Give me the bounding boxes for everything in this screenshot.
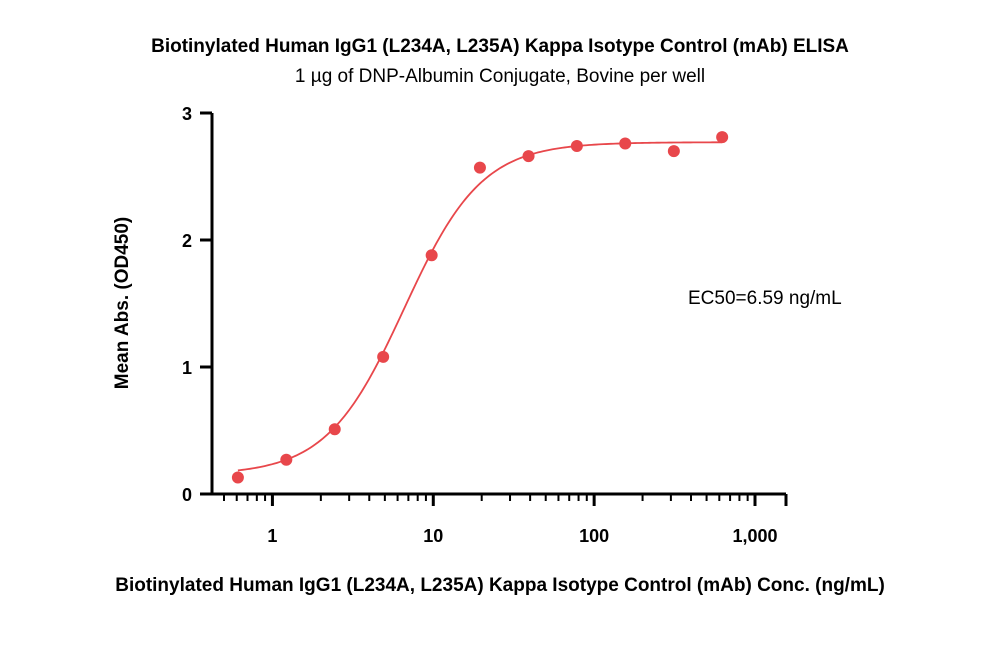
x-axis-label: Biotinylated Human IgG1 (L234A, L235A) K… [115, 575, 885, 596]
data-point [280, 453, 293, 466]
chart-subtitle: 1 µg of DNP-Albumin Conjugate, Bovine pe… [295, 66, 705, 87]
fit-curve [237, 141, 723, 472]
data-point [619, 137, 632, 150]
data-point [716, 131, 729, 144]
fit-layer [237, 141, 723, 472]
x-tick-label: 10 [423, 526, 443, 546]
points-layer [231, 131, 729, 484]
axes: 0 1 2 3 1 10 100 1,000 [182, 104, 788, 546]
y-tick-label: 2 [182, 231, 192, 251]
y-tick-label: 0 [182, 485, 192, 505]
data-point [328, 423, 341, 436]
y-axis-label: Mean Abs. (OD450) [112, 217, 133, 389]
data-point [231, 471, 244, 484]
data-point [667, 145, 680, 158]
x-tick-label: 1 [267, 526, 277, 546]
data-point [377, 350, 390, 363]
data-point [425, 249, 438, 262]
data-point [473, 161, 486, 174]
y-tick-label: 3 [182, 104, 192, 124]
ec50-annotation: EC50=6.59 ng/mL [688, 288, 842, 309]
y-tick-label: 1 [182, 358, 192, 378]
data-point [570, 140, 583, 153]
data-point [522, 150, 535, 163]
chart-title: Biotinylated Human IgG1 (L234A, L235A) K… [151, 36, 849, 57]
x-tick-label: 100 [579, 526, 609, 546]
x-tick-label: 1,000 [732, 526, 777, 546]
